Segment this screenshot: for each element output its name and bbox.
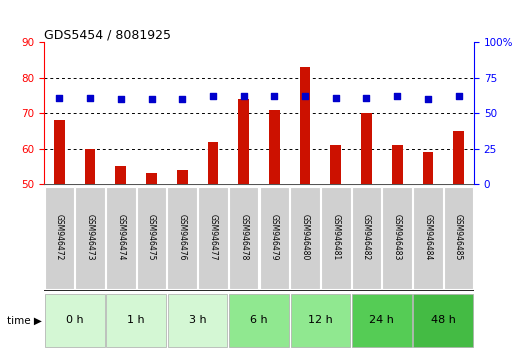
Point: [147, 96, 155, 102]
Text: 0 h: 0 h: [66, 315, 83, 325]
Point: [239, 93, 248, 99]
Bar: [453, 131, 464, 184]
Text: GSM946472: GSM946472: [55, 214, 64, 261]
Bar: [54, 120, 65, 184]
FancyBboxPatch shape: [198, 187, 228, 289]
FancyBboxPatch shape: [352, 295, 412, 348]
FancyBboxPatch shape: [168, 295, 227, 348]
Text: GSM946485: GSM946485: [454, 214, 463, 261]
Bar: [392, 145, 402, 184]
Bar: [85, 149, 95, 184]
Bar: [238, 99, 249, 184]
Point: [332, 95, 340, 101]
Bar: [423, 152, 433, 184]
Text: GSM946484: GSM946484: [423, 214, 433, 261]
Text: GDS5454 / 8081925: GDS5454 / 8081925: [44, 28, 171, 41]
FancyBboxPatch shape: [106, 295, 166, 348]
FancyBboxPatch shape: [413, 295, 473, 348]
FancyBboxPatch shape: [167, 187, 197, 289]
Bar: [146, 173, 157, 184]
Bar: [208, 142, 218, 184]
Point: [55, 95, 64, 101]
Text: GSM946477: GSM946477: [208, 214, 218, 261]
Point: [209, 93, 217, 99]
Text: GSM946479: GSM946479: [270, 214, 279, 261]
FancyBboxPatch shape: [291, 295, 350, 348]
Text: 3 h: 3 h: [189, 315, 206, 325]
FancyBboxPatch shape: [45, 187, 74, 289]
Text: GSM946473: GSM946473: [85, 214, 95, 261]
FancyBboxPatch shape: [106, 187, 136, 289]
Bar: [330, 145, 341, 184]
Bar: [116, 166, 126, 184]
Bar: [177, 170, 188, 184]
FancyBboxPatch shape: [290, 187, 320, 289]
Text: 6 h: 6 h: [250, 315, 268, 325]
FancyBboxPatch shape: [413, 187, 443, 289]
FancyBboxPatch shape: [229, 295, 289, 348]
Point: [301, 93, 309, 99]
Bar: [361, 113, 372, 184]
Text: 48 h: 48 h: [431, 315, 456, 325]
Point: [117, 96, 125, 102]
FancyBboxPatch shape: [260, 187, 289, 289]
Text: GSM946482: GSM946482: [362, 214, 371, 260]
Text: GSM946478: GSM946478: [239, 214, 248, 261]
Point: [393, 93, 401, 99]
FancyBboxPatch shape: [137, 187, 166, 289]
FancyBboxPatch shape: [229, 187, 258, 289]
Point: [424, 96, 432, 102]
Text: GSM946480: GSM946480: [300, 214, 310, 261]
FancyBboxPatch shape: [382, 187, 412, 289]
Text: time ▶: time ▶: [7, 315, 41, 325]
Bar: [269, 110, 280, 184]
Text: GSM946474: GSM946474: [117, 214, 125, 261]
FancyBboxPatch shape: [75, 187, 105, 289]
FancyBboxPatch shape: [45, 295, 105, 348]
Text: GSM946483: GSM946483: [393, 214, 401, 261]
Text: GSM946475: GSM946475: [147, 214, 156, 261]
Text: GSM946481: GSM946481: [332, 214, 340, 260]
FancyBboxPatch shape: [352, 187, 381, 289]
Text: 24 h: 24 h: [369, 315, 394, 325]
Point: [178, 96, 186, 102]
Point: [363, 95, 371, 101]
Bar: [300, 67, 310, 184]
Text: GSM946476: GSM946476: [178, 214, 186, 261]
Text: 1 h: 1 h: [127, 315, 145, 325]
Point: [454, 93, 463, 99]
Point: [86, 95, 94, 101]
FancyBboxPatch shape: [444, 187, 473, 289]
Text: 12 h: 12 h: [308, 315, 333, 325]
FancyBboxPatch shape: [321, 187, 351, 289]
Point: [270, 93, 279, 99]
